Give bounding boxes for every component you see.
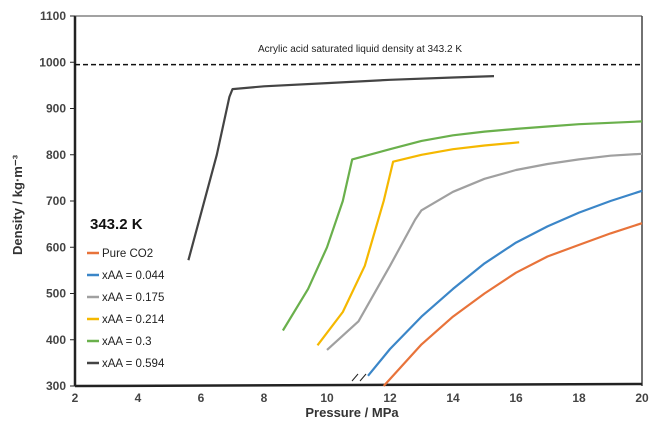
legend-title: 343.2 K: [90, 216, 143, 233]
series-line-5: [187, 75, 495, 261]
x-tick-label: 6: [198, 391, 205, 405]
series-line-0: [382, 222, 643, 387]
y-tick-label: 300: [46, 379, 66, 393]
x-tick-label: 12: [383, 391, 397, 405]
y-tick-label: 900: [46, 102, 66, 116]
legend-entry: xAA = 0.175: [102, 292, 164, 304]
legend-entry: xAA = 0.3: [102, 336, 152, 348]
legend-entry: xAA = 0.214: [102, 314, 165, 326]
legend-entry: xAA = 0.044: [102, 270, 165, 282]
series-line-3: [316, 141, 520, 346]
series-line-1: [367, 189, 643, 377]
x-tick-label: 8: [261, 391, 268, 405]
series-line-4: [281, 120, 643, 332]
y-tick-label: 400: [46, 333, 66, 347]
x-tick-label: 2: [72, 391, 79, 405]
x-axis-label: Pressure / MPa: [305, 405, 399, 420]
y-tick-label: 1100: [40, 9, 66, 23]
legend-entry: Pure CO2: [102, 248, 153, 260]
axis-break-mark: [351, 373, 359, 382]
x-tick-label: 20: [635, 391, 649, 405]
y-tick-label: 800: [46, 148, 66, 162]
plot-frame-bottom: [74, 382, 643, 388]
series-line-2: [326, 152, 643, 351]
series-layer: [187, 75, 643, 387]
axis-break-mark: [359, 373, 367, 382]
reference-line-label: Acrylic acid saturated liquid density at…: [258, 44, 462, 55]
legend: Pure CO2 xAA = 0.044 xAA = 0.175 xAA = 0.21…: [87, 248, 165, 370]
x-tick-label: 10: [320, 391, 334, 405]
y-axis-label: Density / kg·m⁻³: [10, 154, 25, 255]
x-tick-label: 4: [135, 391, 142, 405]
x-tick-label: 16: [509, 391, 523, 405]
x-tick-label: 18: [572, 391, 586, 405]
y-tick-label: 1000: [39, 55, 66, 69]
tick-layer: 2 4 6 8 10 12 14 16 18 20 300 400 500 600 700 800 900 100…: [39, 9, 649, 405]
legend-entry: xAA = 0.594: [102, 358, 165, 370]
x-tick-label: 14: [446, 391, 460, 405]
y-tick-label: 700: [46, 194, 66, 208]
y-tick-label: 500: [46, 287, 66, 301]
y-tick-label: 600: [46, 240, 66, 254]
